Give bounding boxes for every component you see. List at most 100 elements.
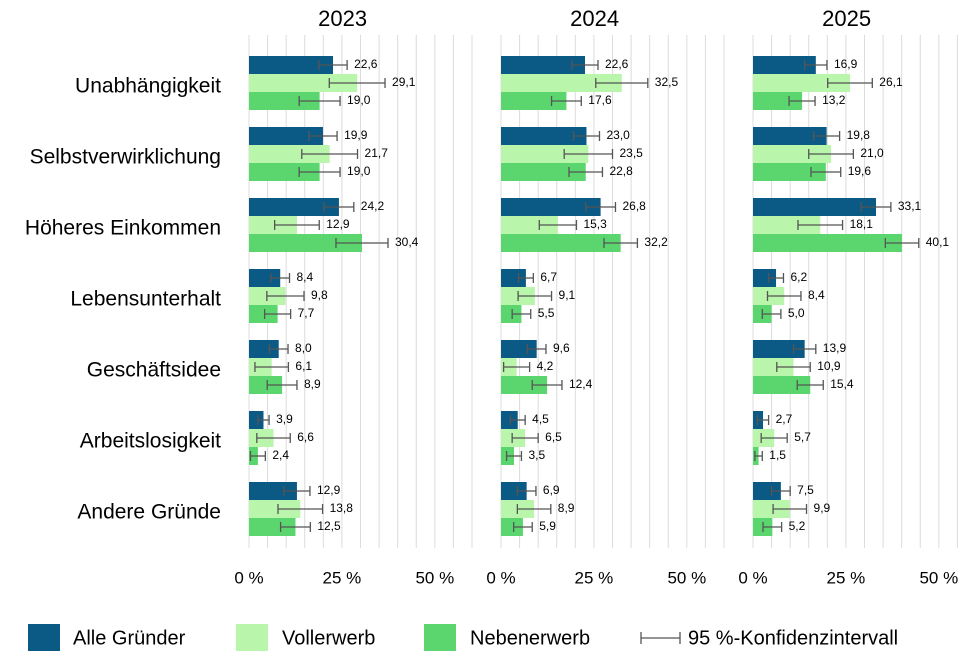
value-label: 12,4 <box>569 377 593 391</box>
error-bar <box>279 522 311 532</box>
bar <box>249 145 330 163</box>
value-label: 8,9 <box>558 501 575 515</box>
error-bar <box>256 433 291 443</box>
value-label: 13,9 <box>823 341 847 355</box>
error-bar <box>516 486 537 496</box>
error-bar <box>568 167 604 177</box>
bar <box>249 74 358 92</box>
error-bar <box>257 415 270 425</box>
error-bar <box>266 291 305 301</box>
value-label: 6,5 <box>545 430 562 444</box>
value-label: 16,9 <box>834 57 858 71</box>
value-label: 6,7 <box>540 270 557 284</box>
value-label: 10,9 <box>817 359 841 373</box>
value-label: 21,7 <box>365 146 389 160</box>
error-bar <box>505 451 523 461</box>
error-bar <box>767 273 785 283</box>
error-bar <box>776 362 811 372</box>
bar <box>249 518 296 536</box>
value-label: 5,7 <box>794 430 811 444</box>
error-bar <box>572 131 601 141</box>
error-bar <box>585 202 617 212</box>
bar <box>753 92 803 110</box>
x-tick-label: 0 % <box>234 568 263 587</box>
error-bar <box>328 78 386 88</box>
error-bar <box>762 522 783 532</box>
value-label: 32,5 <box>655 75 679 89</box>
value-label: 40,1 <box>926 235 950 249</box>
error-bar <box>812 131 841 141</box>
bar <box>753 163 826 181</box>
bar <box>501 127 587 145</box>
value-label: 22,6 <box>605 57 629 71</box>
value-label: 23,0 <box>606 128 630 142</box>
legend-label: Vollerwerb <box>282 627 375 649</box>
x-tick-label: 50 % <box>919 568 958 587</box>
error-bar <box>301 149 359 159</box>
error-bar <box>277 504 324 514</box>
value-label: 2,7 <box>776 412 793 426</box>
category-label: Unabhängigkeit <box>75 75 221 98</box>
value-label: 5,9 <box>539 519 556 533</box>
value-label: 9,6 <box>553 341 570 355</box>
value-label: 26,8 <box>622 199 646 213</box>
value-label: 8,0 <box>295 341 312 355</box>
error-bar <box>860 202 892 212</box>
bar <box>753 234 903 252</box>
bar <box>501 56 585 74</box>
bar <box>501 482 527 500</box>
error-bar <box>808 149 854 159</box>
value-label: 24,2 <box>361 199 385 213</box>
panel-title: 2023 <box>318 6 367 31</box>
error-bar <box>502 362 531 372</box>
error-bar <box>796 380 824 390</box>
error-bar <box>298 96 341 106</box>
value-label: 9,9 <box>814 501 831 515</box>
error-bar <box>249 451 267 461</box>
error-bar <box>517 291 553 301</box>
bar <box>753 482 781 500</box>
x-tick-label: 0 % <box>738 568 767 587</box>
value-label: 4,2 <box>537 359 554 373</box>
value-label: 12,9 <box>317 483 341 497</box>
value-label: 15,4 <box>830 377 854 391</box>
bar <box>753 340 805 358</box>
bar <box>249 127 323 145</box>
error-bar <box>538 220 578 230</box>
value-label: 29,1 <box>392 75 416 89</box>
bar <box>501 74 622 92</box>
value-label: 12,9 <box>326 217 350 231</box>
error-bar <box>270 273 291 283</box>
value-label: 5,5 <box>538 306 555 320</box>
bar <box>753 216 821 234</box>
bar <box>249 234 362 252</box>
value-label: 7,5 <box>797 483 814 497</box>
error-bar <box>754 451 763 461</box>
error-bar <box>268 344 289 354</box>
bar <box>501 269 526 287</box>
legend-label: 95 %-Konfidenzintervall <box>688 627 898 649</box>
value-label: 8,4 <box>808 288 825 302</box>
error-bar <box>511 433 539 443</box>
bar <box>249 56 333 74</box>
error-bar <box>792 344 817 354</box>
x-tick-label: 50 % <box>415 568 454 587</box>
error-bar <box>827 78 873 88</box>
x-tick-label: 25 % <box>827 568 866 587</box>
bar <box>753 56 816 74</box>
error-bar <box>761 309 782 319</box>
x-tick-label: 25 % <box>323 568 362 587</box>
bar <box>753 145 832 163</box>
value-label: 13,2 <box>822 93 846 107</box>
error-bar <box>760 433 788 443</box>
error-bar <box>273 220 320 230</box>
value-label: 3,9 <box>276 412 293 426</box>
bar <box>753 74 851 92</box>
bar <box>501 198 601 216</box>
error-bar <box>509 415 526 425</box>
bar <box>501 216 558 234</box>
bar <box>753 269 777 287</box>
error-bar <box>571 60 599 70</box>
bar <box>249 340 279 358</box>
